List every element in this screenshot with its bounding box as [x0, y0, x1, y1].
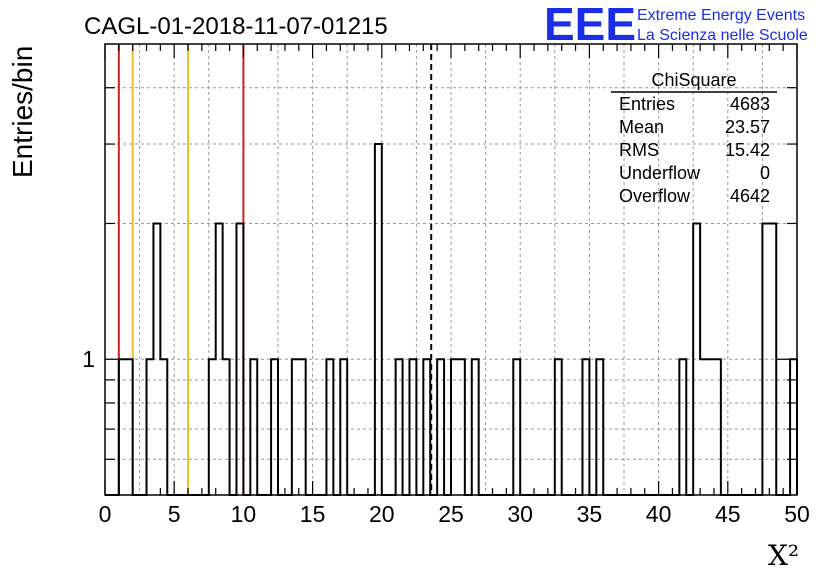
- x-axis-label: X²: [768, 539, 799, 572]
- y-tick-labels: 1: [82, 346, 95, 372]
- stats-label: Underflow: [619, 163, 701, 183]
- x-tick-label: 20: [369, 501, 395, 527]
- logo-line-2: La Scienza nelle Scuole: [637, 27, 808, 44]
- x-tick-label: 40: [646, 501, 672, 527]
- stats-title: ChiSquare: [651, 70, 736, 90]
- stats-value: 4683: [730, 94, 770, 114]
- stats-value: 4642: [730, 186, 770, 206]
- x-tick-label: 15: [300, 501, 326, 527]
- stats-value: 15.42: [725, 140, 770, 160]
- stats-label: Mean: [619, 117, 664, 137]
- chart-title: CAGL-01-2018-11-07-01215: [84, 13, 388, 40]
- x-tick-labels: 0 5 10 15 20 25 30 35 40 45 50: [99, 501, 810, 527]
- axis-ticks: [104, 44, 798, 495]
- y-axis-label: Entries/bin: [7, 46, 38, 178]
- stats-value: 0: [760, 163, 770, 183]
- stats-rows: Entries 4683 Mean 23.57 RMS 15.42 Underflow 0 Ov…: [619, 94, 770, 206]
- x-tick-label: 30: [507, 501, 533, 527]
- x-tick-label: 0: [99, 501, 112, 527]
- y-tick-label: 1: [82, 346, 95, 372]
- logo-mark: EEE: [544, 0, 636, 50]
- stats-label: Entries: [619, 94, 675, 114]
- eee-logo: EEE Extreme Energy Events La Scienza nel…: [544, 0, 808, 50]
- x-tick-label: 10: [231, 501, 257, 527]
- stats-label: Overflow: [619, 186, 691, 206]
- reference-lines: [117, 44, 433, 495]
- stats-value: 23.57: [725, 117, 770, 137]
- x-tick-label: 45: [715, 501, 741, 527]
- x-tick-label: 25: [438, 501, 464, 527]
- x-tick-label: 5: [168, 501, 181, 527]
- x-tick-label: 50: [784, 501, 810, 527]
- x-tick-label: 35: [577, 501, 603, 527]
- stats-label: RMS: [619, 140, 659, 160]
- logo-line-1: Extreme Energy Events: [637, 7, 805, 24]
- stats-box: ChiSquare Entries 4683 Mean 23.57 RMS 15.42 Un…: [611, 70, 777, 206]
